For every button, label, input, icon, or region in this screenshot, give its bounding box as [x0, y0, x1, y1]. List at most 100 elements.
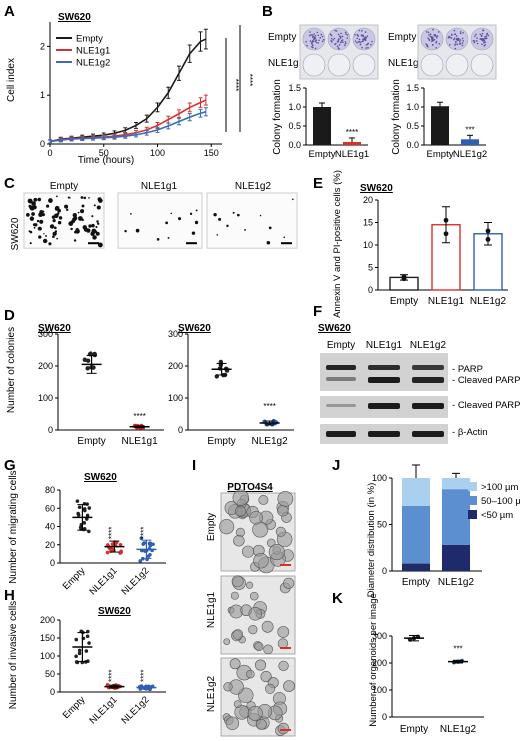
panel-b-colony: [432, 28, 434, 31]
panel-g-point: [141, 542, 146, 546]
panel-i-row-empty: Empty: [206, 513, 217, 541]
panel-i-organoid: [247, 705, 263, 721]
panel-b-colony: [311, 36, 314, 38]
panel-b-colony: [322, 38, 325, 41]
panel-j-segment-50–100 µm: [402, 505, 430, 564]
panel-k-y-tick-label: 300: [372, 631, 387, 641]
panel-a-x-tick-label: 50: [99, 148, 109, 158]
panel-b-colony: [341, 35, 344, 38]
panel-f-band: [412, 365, 444, 370]
panel-c-label-nle1g2: NLE1g2: [235, 181, 272, 192]
panel-d-left-dotplot: 0 100 200 300 Empty NLE1g1 ****: [38, 329, 164, 447]
panel-b-bar-Empty: [431, 106, 449, 145]
panel-a-legend-label: NLE1g1: [76, 46, 110, 57]
panel-c-colony-dot: [189, 212, 193, 216]
panel-label-I: I: [192, 457, 196, 474]
panel-d-left-x-label: Empty: [77, 436, 105, 447]
panel-c-colony-dot: [65, 208, 69, 212]
panel-f-lane-nle1g2: NLE1g2: [410, 340, 447, 351]
panel-b-colony: [435, 41, 437, 44]
panel-label-B: B: [262, 3, 273, 20]
B-right-y-tick-label: 0.5: [406, 121, 419, 131]
panel-label-A: A: [4, 3, 15, 20]
panel-b-colony: [436, 37, 438, 39]
panel-d-right-x-label: Empty: [207, 436, 235, 447]
panel-e-cell-line: SW620: [360, 183, 393, 194]
panel-k-y-tick-label: 0: [382, 712, 387, 722]
panel-label-K: K: [332, 590, 343, 607]
panel-h-invasion: SW620 Number of invasive cells 0 50 100 150…: [8, 601, 166, 726]
panel-label-H: H: [4, 587, 15, 604]
panel-b-left-bar-chart: 0.0 0.5 1.0 1.5 Empty NLE1g1 ****: [288, 83, 369, 160]
panel-a-y-tick-label: 0: [40, 139, 45, 149]
panel-c-colony-dot: [213, 212, 217, 217]
panel-c-colony-dot: [218, 217, 222, 221]
panel-d-right-sig: ****: [263, 402, 275, 411]
panel-c-colony-dot: [58, 216, 63, 220]
panel-b-colony: [473, 41, 476, 44]
panel-c-colony-dot: [54, 207, 59, 211]
panel-c-colony-dot: [64, 204, 69, 209]
panel-g-point: [138, 559, 143, 563]
panel-g-point: [148, 552, 152, 557]
panel-i-organoid: [249, 510, 263, 525]
panel-i-organoid: [277, 722, 290, 735]
panel-f-band: [368, 377, 400, 383]
panel-b-colony: [344, 41, 347, 43]
panel-j-legend-label: <50 µm: [481, 510, 513, 521]
B-left-y-tick-label: 1.5: [288, 83, 301, 93]
panel-b-colony: [311, 34, 314, 36]
panel-label-C: C: [4, 175, 15, 192]
panel-b-colony: [425, 30, 428, 33]
panel-i-organoid: [277, 491, 294, 507]
panel-f-band: [368, 431, 400, 437]
panel-label-F: F: [313, 303, 322, 320]
panel-c-colony-dot: [191, 231, 196, 235]
panel-b-colony: [437, 31, 440, 33]
panel-c-colony-dot: [93, 204, 96, 207]
panel-b-colony: [461, 37, 464, 40]
panel-b-colony: [346, 34, 349, 36]
panel-g-point: [87, 506, 92, 510]
panel-g-point: [151, 542, 155, 547]
panel-b-colony: [364, 36, 367, 38]
panel-j-legend: >100 µm 50–100 µm <50 µm: [468, 482, 520, 521]
panel-h-point: [74, 660, 79, 664]
panel-b-colony: [358, 41, 361, 43]
panel-c-colony-dot: [52, 231, 57, 236]
panel-b-colony: [453, 33, 456, 36]
panel-h-ylabel: Number of invasive cells: [8, 601, 19, 709]
panel-c-colony-dot: [165, 221, 169, 225]
panel-i-organoid: [258, 495, 269, 505]
panel-b-colony: [430, 40, 433, 43]
panel-c-colony-dot: [91, 223, 95, 228]
panel-b-colony: [483, 41, 485, 44]
panel-c-colony-dot: [244, 228, 246, 231]
panel-b-colony: [330, 34, 333, 37]
panel-b-colony: [453, 29, 456, 32]
panel-c-colony-dot: [95, 225, 98, 229]
panel-g-point: [77, 505, 82, 510]
panel-d-left-point: [82, 357, 88, 362]
panel-h-sig-2: ****: [139, 670, 148, 682]
panel-g-sig-1: ****: [107, 527, 116, 539]
panel-i-organoid: [233, 700, 242, 708]
panel-f-band: [326, 404, 356, 407]
panel-b-colony: [484, 44, 487, 46]
panel-c-colony-dot: [48, 198, 53, 203]
panel-d-right-y-tick-label: 300: [168, 329, 183, 339]
panel-b-colony: [344, 42, 347, 45]
panel-k-ylabel: Number of organoids per image: [368, 593, 379, 727]
panel-b-colony: [329, 33, 332, 36]
panel-b-x-label: Empty: [427, 149, 454, 160]
panel-f-cell-line: SW620: [318, 323, 351, 334]
panel-b-well: [352, 53, 376, 77]
panel-b-colony: [312, 40, 314, 43]
panel-b-colony-formation: Empty NLE1g1 Empty NLE1g2 0.0 0.5 1.0 1.5 Em…: [268, 24, 497, 160]
panel-b-colony: [333, 37, 336, 40]
panel-f-lane-empty: Empty: [327, 340, 355, 351]
panel-b-colony: [313, 33, 315, 35]
panel-a-x-tick-label: 100: [150, 148, 165, 158]
panel-c-colony-dot: [83, 196, 87, 200]
panel-a-line-NLE1g2: [49, 111, 207, 143]
